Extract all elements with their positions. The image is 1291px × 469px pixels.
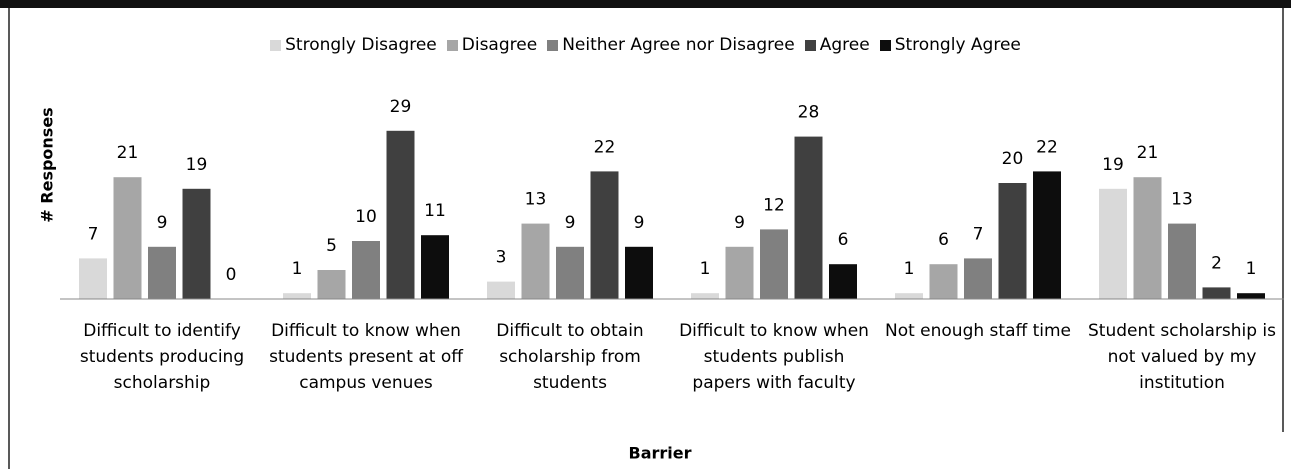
bar [1133, 177, 1162, 299]
bar [317, 270, 346, 299]
data-label: 7 [973, 224, 984, 244]
bar [1033, 171, 1061, 299]
data-label: 2 [1211, 253, 1222, 273]
bar [283, 293, 311, 299]
legend-label: Strongly Disagree [285, 35, 437, 55]
bar [760, 229, 788, 299]
data-label: 9 [157, 213, 168, 233]
bar [79, 258, 107, 299]
data-label: 19 [1102, 155, 1124, 175]
data-label: 22 [594, 137, 616, 157]
data-label: 13 [525, 190, 547, 210]
x-tick-label: Student scholarship is not valued by my … [1088, 321, 1276, 393]
legend-swatch [879, 39, 891, 51]
data-label: 6 [838, 230, 849, 250]
data-label: 1 [904, 259, 915, 279]
x-tick-label: Difficult to know when students publish … [679, 321, 869, 393]
legend-swatch [270, 39, 282, 51]
data-label: 5 [326, 236, 337, 256]
y-axis-label: # Responses [38, 107, 57, 222]
bar [421, 235, 449, 299]
legend-item: Strongly Agree [879, 35, 1021, 55]
data-label: 20 [1002, 149, 1024, 169]
bar [113, 177, 142, 299]
bar [1099, 188, 1127, 299]
data-label: 1 [700, 259, 711, 279]
bar [691, 293, 719, 299]
x-tick-label: Not enough staff time [884, 321, 1072, 341]
bar [895, 293, 923, 299]
x-tick-label: Difficult to know when students present … [269, 321, 463, 393]
data-label: 3 [496, 248, 507, 268]
data-label: 12 [763, 195, 785, 215]
data-label: 29 [390, 97, 412, 117]
data-label: 13 [1171, 190, 1193, 210]
x-tick-label: Difficult to identify students producing… [79, 321, 245, 393]
bar [929, 264, 958, 299]
data-label: 6 [938, 230, 949, 250]
bar [521, 223, 550, 299]
legend-item: Disagree [446, 35, 538, 55]
bar [148, 246, 176, 299]
data-label: 21 [1137, 143, 1159, 163]
legend-item: Neither Agree nor Disagree [547, 35, 795, 55]
bar [1202, 287, 1231, 299]
legend-label: Strongly Agree [894, 35, 1021, 55]
data-label: 9 [565, 213, 576, 233]
bar [725, 246, 754, 299]
data-label: 28 [798, 103, 820, 123]
bar [794, 136, 823, 299]
bar [182, 188, 211, 299]
bar [964, 258, 992, 299]
top-band [0, 0, 1291, 8]
data-label: 19 [186, 155, 208, 175]
data-label: 1 [1246, 259, 1257, 279]
legend-label: Disagree [461, 35, 538, 55]
bar [625, 246, 653, 299]
legend-item: Strongly Disagree [270, 35, 437, 55]
legend: Strongly Disagree Disagree Neither Agree n… [0, 35, 1291, 55]
data-label: 22 [1036, 137, 1058, 157]
bar [352, 241, 380, 299]
bar [590, 171, 619, 299]
x-axis-label: Barrier [629, 444, 692, 463]
data-label: 21 [117, 143, 139, 163]
data-label: 10 [355, 207, 377, 227]
x-tick-label: Difficult to obtain scholarship from stu… [496, 321, 644, 393]
data-label: 7 [88, 224, 99, 244]
legend-swatch [446, 39, 458, 51]
data-label: 9 [734, 213, 745, 233]
legend-swatch [804, 39, 816, 51]
data-label: 1 [292, 259, 303, 279]
legend-label: Agree [819, 35, 870, 55]
legend-item: Agree [804, 35, 870, 55]
bar [998, 183, 1027, 299]
bar [556, 246, 584, 299]
data-label: 0 [226, 265, 237, 285]
bar [1168, 223, 1196, 299]
bar [829, 264, 857, 299]
data-label: 9 [634, 213, 645, 233]
bar [1237, 293, 1265, 299]
bar [487, 281, 515, 299]
data-label: 11 [424, 201, 446, 221]
legend-label: Neither Agree nor Disagree [562, 35, 795, 55]
legend-swatch [547, 39, 559, 51]
bar [386, 130, 415, 299]
